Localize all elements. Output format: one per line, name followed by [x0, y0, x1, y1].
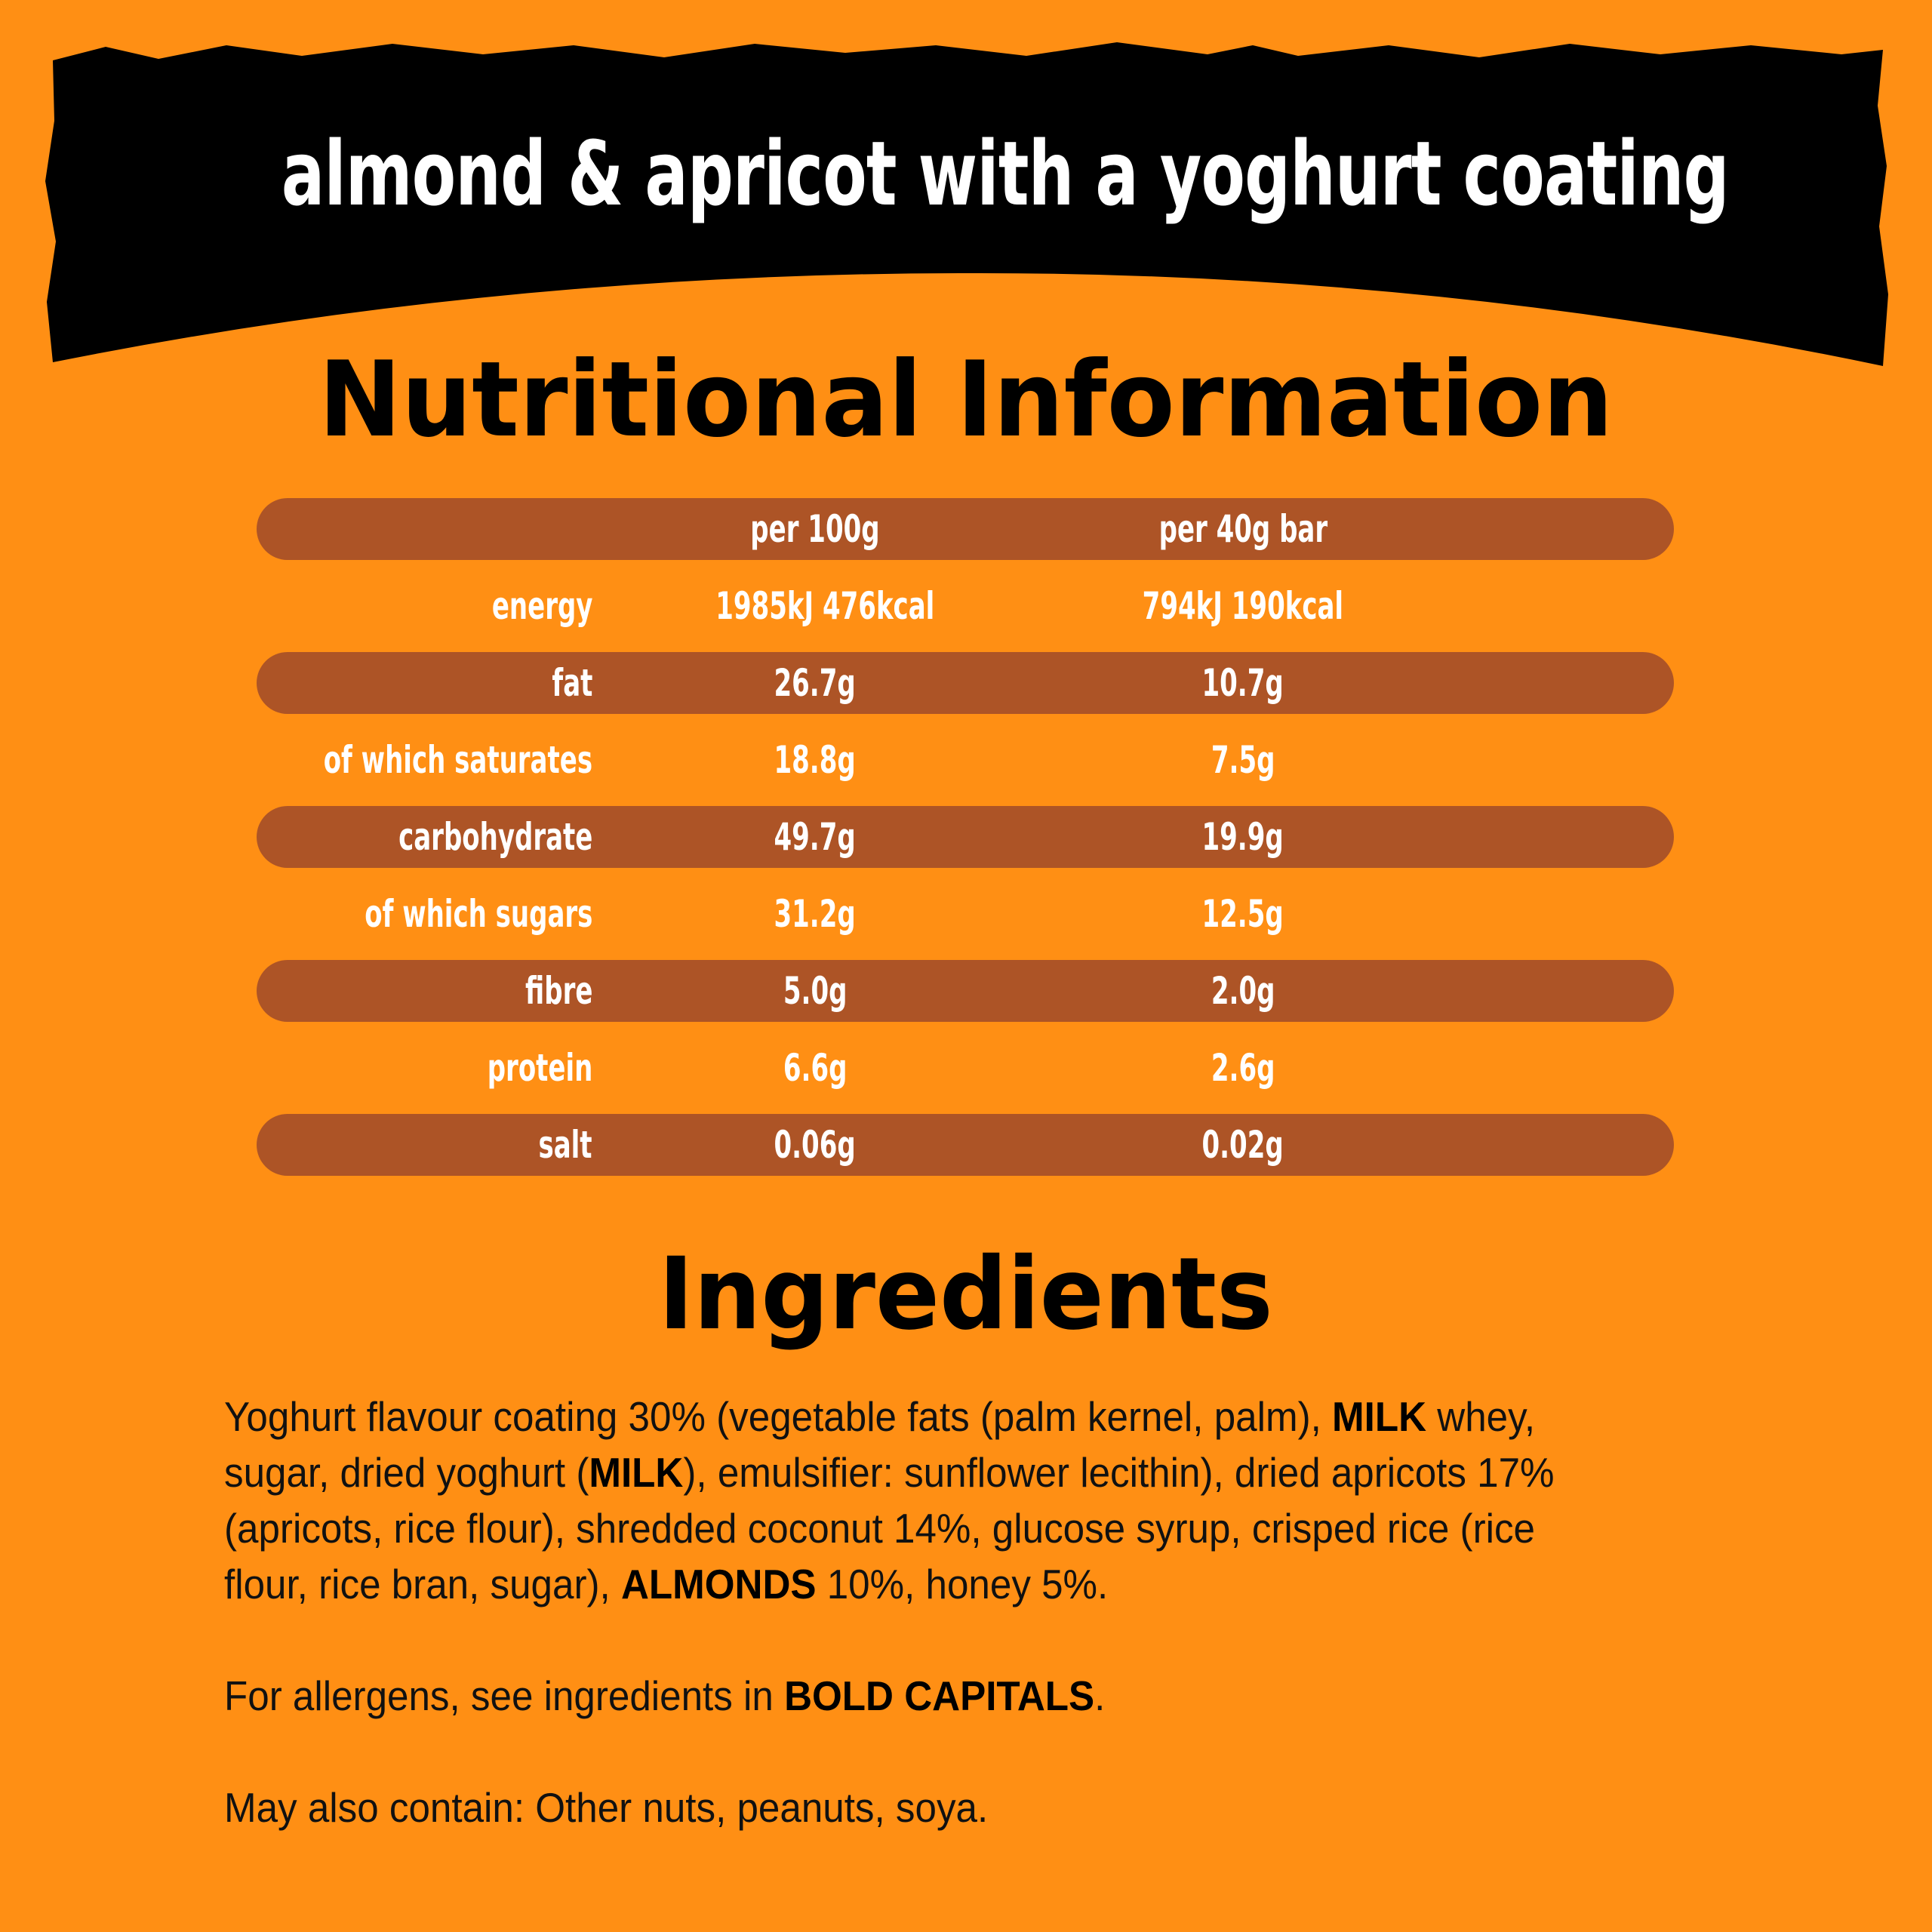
nutrient-label-text: energy: [491, 584, 592, 628]
value-per-100g-text: 1985kJ 476kcal: [715, 584, 935, 628]
nutrient-label: of which sugars: [257, 883, 592, 945]
value-per-bar: 2.6g: [1092, 1037, 1394, 1099]
table-row: carbohydrate 49.7g 19.9g: [257, 806, 1674, 868]
ingredients-line: (apricots, rice flour), shredded coconut…: [224, 1505, 1536, 1552]
value-per-100g-text: 6.6g: [783, 1046, 848, 1090]
value-per-bar-text: 794kJ 190kcal: [1142, 584, 1344, 628]
allergen-almonds: ALMONDS: [620, 1561, 817, 1607]
allergen-line: For allergens, see ingredients in BOLD C…: [224, 1668, 1621, 1724]
table-row: of which sugars 31.2g 12.5g: [257, 883, 1674, 945]
value-per-bar-text: 0.02g: [1201, 1123, 1284, 1167]
nutrition-heading: Nutritional Information: [0, 343, 1932, 457]
product-title: almond & apricot with a yoghurt coating: [0, 125, 1932, 223]
nutrient-label-text: carbohydrate: [398, 815, 592, 859]
nutrient-label-text: protein: [487, 1046, 592, 1090]
table-row: of which saturates 18.8g 7.5g: [257, 729, 1674, 791]
value-per-100g: 6.6g: [664, 1037, 966, 1099]
value-per-bar-text: 12.5g: [1201, 892, 1284, 936]
value-per-100g: 18.8g: [664, 729, 966, 791]
text: ), emulsifier: sunflower lecithin), drie…: [683, 1449, 1555, 1496]
text: Yoghurt flavour coating 30% (vegetable f…: [224, 1393, 1333, 1440]
header-per-100g-text: per 100g: [750, 507, 880, 551]
ingredients-line: flour, rice bran, sugar), ALMONDS 10%, h…: [224, 1556, 1621, 1612]
value-per-100g: 1985kJ 476kcal: [664, 575, 966, 637]
value-per-100g-text: 5.0g: [783, 969, 848, 1013]
value-per-bar: 12.5g: [1092, 883, 1394, 945]
table-row: salt 0.06g 0.02g: [257, 1114, 1674, 1176]
may-contain-note: May also contain: Other nuts, peanuts, s…: [224, 1780, 1726, 1835]
value-per-100g-text: 31.2g: [774, 892, 857, 936]
value-per-bar: 7.5g: [1092, 729, 1394, 791]
value-per-100g: 49.7g: [664, 806, 966, 868]
nutrition-table: per 100g per 40g bar energy 1985kJ 476kca…: [257, 498, 1674, 1191]
nutrient-label: of which saturates: [197, 729, 592, 791]
nutrient-label: fat: [533, 652, 592, 714]
ingredients-heading: Ingredients: [0, 1238, 1932, 1351]
ingredients-heading-text: Ingredients: [658, 1236, 1274, 1352]
allergen-note: For allergens, see ingredients in BOLD C…: [224, 1668, 1726, 1724]
nutrient-label-text: of which saturates: [323, 738, 592, 782]
value-per-bar: 19.9g: [1092, 806, 1394, 868]
text: For allergens, see ingredients in: [224, 1672, 785, 1719]
value-per-bar-text: 19.9g: [1201, 815, 1284, 859]
nutrient-label-text: fat: [552, 661, 592, 705]
header-per-100g: per 100g: [664, 498, 966, 560]
bold-capitals: BOLD CAPITALS: [784, 1672, 1095, 1719]
title-banner: [45, 42, 1888, 366]
text: .: [1094, 1672, 1106, 1719]
ingredients-line: Yoghurt flavour coating 30% (vegetable f…: [224, 1389, 1621, 1444]
value-per-bar: 794kJ 190kcal: [1092, 575, 1394, 637]
value-per-bar-text: 7.5g: [1211, 738, 1275, 782]
nutrient-label-text: fibre: [525, 969, 592, 1013]
text: sugar, dried yoghurt (: [224, 1449, 589, 1496]
text: flour, rice bran, sugar),: [224, 1561, 621, 1607]
nutrition-heading-text: Nutritional Information: [318, 339, 1614, 460]
table-header-row: per 100g per 40g bar: [257, 498, 1674, 560]
value-per-100g-text: 18.8g: [774, 738, 857, 782]
value-per-bar-text: 2.0g: [1211, 969, 1275, 1013]
text: whey,: [1426, 1393, 1536, 1440]
table-row: protein 6.6g 2.6g: [257, 1037, 1674, 1099]
value-per-bar-text: 10.7g: [1201, 661, 1284, 705]
header-per-bar: per 40g bar: [1092, 498, 1394, 560]
nutrient-label-text: salt: [538, 1123, 592, 1167]
may-contain-text: May also contain: Other nuts, peanuts, s…: [224, 1784, 989, 1831]
nutrient-label-text: of which sugars: [364, 892, 592, 936]
table-row: fibre 5.0g 2.0g: [257, 960, 1674, 1022]
header-per-bar-text: per 40g bar: [1158, 507, 1327, 551]
text: 10%, honey 5%.: [816, 1561, 1109, 1607]
value-per-100g-text: 26.7g: [774, 661, 857, 705]
allergen-milk: MILK: [589, 1449, 684, 1496]
product-title-text: almond & apricot with a yoghurt coating: [281, 122, 1730, 226]
value-per-bar: 2.0g: [1092, 960, 1394, 1022]
ingredients-text: Yoghurt flavour coating 30% (vegetable f…: [224, 1389, 1726, 1835]
value-per-100g: 26.7g: [664, 652, 966, 714]
table-row: fat 26.7g 10.7g: [257, 652, 1674, 714]
value-per-100g: 5.0g: [664, 960, 966, 1022]
value-per-bar: 10.7g: [1092, 652, 1394, 714]
value-per-100g: 31.2g: [664, 883, 966, 945]
value-per-bar-text: 2.6g: [1211, 1046, 1275, 1090]
value-per-100g: 0.06g: [664, 1114, 966, 1176]
value-per-100g-text: 0.06g: [774, 1123, 857, 1167]
ingredients-line: sugar, dried yoghurt (MILK), emulsifier:…: [224, 1444, 1621, 1500]
banner-shape: [45, 42, 1888, 366]
nutrient-label: carbohydrate: [307, 806, 592, 868]
value-per-100g-text: 49.7g: [774, 815, 857, 859]
nutrient-label: protein: [438, 1037, 592, 1099]
allergen-milk: MILK: [1332, 1393, 1427, 1440]
nutrient-label: energy: [445, 575, 592, 637]
value-per-bar: 0.02g: [1092, 1114, 1394, 1176]
nutrient-label: salt: [513, 1114, 592, 1176]
ingredients-list: Yoghurt flavour coating 30% (vegetable f…: [224, 1389, 1726, 1612]
table-row: energy 1985kJ 476kcal 794kJ 190kcal: [257, 575, 1674, 637]
nutrient-label: fibre: [494, 960, 592, 1022]
